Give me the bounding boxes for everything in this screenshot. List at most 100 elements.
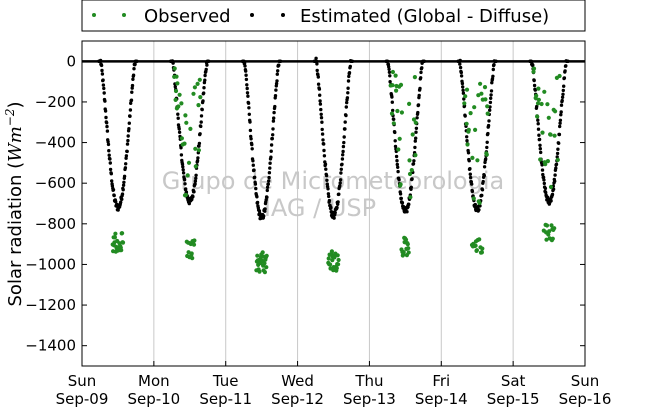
data-points: [97, 56, 570, 275]
estimated-point: [538, 143, 542, 147]
estimated-point: [561, 92, 565, 97]
estimated-point: [554, 166, 558, 170]
estimated-point: [542, 181, 546, 186]
estimated-point: [409, 185, 413, 189]
estimated-point: [205, 63, 209, 67]
estimated-point: [101, 78, 105, 82]
observed-point: [540, 130, 545, 135]
observed-point: [535, 114, 540, 119]
estimated-point: [395, 162, 399, 167]
y-axis-label-suffix: ): [5, 101, 26, 108]
estimated-point: [414, 136, 418, 140]
observed-point: [389, 111, 395, 116]
legend-observed-marker: [92, 13, 96, 17]
observed-point: [407, 171, 413, 177]
estimated-point: [272, 110, 276, 115]
estimated-point: [106, 140, 110, 144]
estimated-point: [481, 179, 485, 184]
observed-point: [173, 97, 178, 102]
observed-point: [173, 88, 179, 94]
observed-point: [191, 242, 197, 247]
estimated-point: [318, 93, 322, 97]
x-tick-date: Sep-12: [271, 390, 324, 408]
estimated-point: [413, 139, 417, 143]
estimated-point: [411, 162, 416, 166]
estimated-point: [200, 107, 204, 112]
estimated-point: [555, 151, 560, 156]
estimated-point: [122, 174, 127, 178]
estimated-point: [251, 159, 255, 163]
observed-point: [399, 110, 404, 115]
observed-point: [177, 92, 182, 97]
observed-point: [197, 77, 202, 82]
estimated-point: [339, 171, 343, 175]
estimated-point: [477, 208, 481, 212]
estimated-point: [177, 127, 181, 131]
observed-point: [396, 147, 401, 152]
estimated-point: [176, 112, 180, 116]
y-axis-label-unit: Wm: [5, 126, 26, 162]
estimated-point: [486, 123, 491, 128]
estimated-point: [267, 175, 271, 180]
observed-point: [465, 142, 470, 147]
estimated-point: [103, 99, 107, 103]
estimated-point: [269, 143, 274, 147]
estimated-point: [398, 192, 403, 196]
estimated-point: [485, 140, 489, 144]
observed-point: [405, 242, 410, 247]
estimated-point: [320, 127, 324, 132]
observed-point: [193, 146, 198, 151]
estimated-point: [322, 142, 326, 146]
legend-estimated-marker: [250, 13, 254, 17]
estimated-point: [121, 183, 126, 187]
observed-point: [394, 88, 399, 93]
estimated-point: [265, 188, 269, 193]
estimated-point: [562, 84, 566, 88]
y-tick-label: −1200: [25, 296, 76, 314]
estimated-point: [192, 190, 196, 194]
estimated-point: [182, 178, 187, 182]
estimated-point: [544, 190, 548, 195]
observed-point: [475, 158, 480, 163]
estimated-point: [420, 66, 424, 70]
observed-point: [552, 226, 557, 231]
y-tick-label: −1400: [25, 337, 76, 355]
estimated-point: [460, 81, 465, 86]
estimated-point: [482, 165, 487, 169]
estimated-point: [390, 95, 394, 99]
estimated-point: [536, 122, 540, 126]
estimated-point: [338, 184, 342, 188]
estimated-point: [553, 173, 557, 177]
observed-point: [477, 237, 482, 242]
estimated-point: [103, 109, 108, 113]
observed-point: [189, 251, 194, 256]
estimated-point: [272, 116, 276, 120]
estimated-point: [458, 62, 462, 66]
estimated-point: [124, 162, 128, 166]
estimated-point: [540, 163, 544, 167]
observed-point: [472, 105, 477, 110]
estimated-point: [419, 70, 423, 75]
observed-point: [463, 94, 468, 99]
estimated-point: [245, 91, 250, 95]
estimated-point: [535, 104, 539, 109]
estimated-point: [415, 116, 419, 120]
estimated-point: [393, 130, 397, 135]
observed-point: [470, 155, 475, 160]
observed-point: [191, 91, 196, 96]
estimated-point: [396, 169, 400, 174]
estimated-point: [559, 110, 563, 114]
observed-point: [484, 152, 489, 157]
estimated-point: [559, 113, 563, 117]
observed-point: [120, 240, 126, 245]
observed-point: [328, 262, 333, 267]
estimated-point: [340, 162, 344, 166]
observed-point: [182, 141, 187, 146]
estimated-point: [198, 132, 202, 136]
estimated-point: [461, 88, 465, 93]
estimated-point: [339, 167, 343, 171]
observed-point: [548, 184, 554, 190]
observed-point: [172, 66, 177, 71]
estimated-point: [347, 71, 352, 75]
estimated-point: [467, 159, 471, 163]
